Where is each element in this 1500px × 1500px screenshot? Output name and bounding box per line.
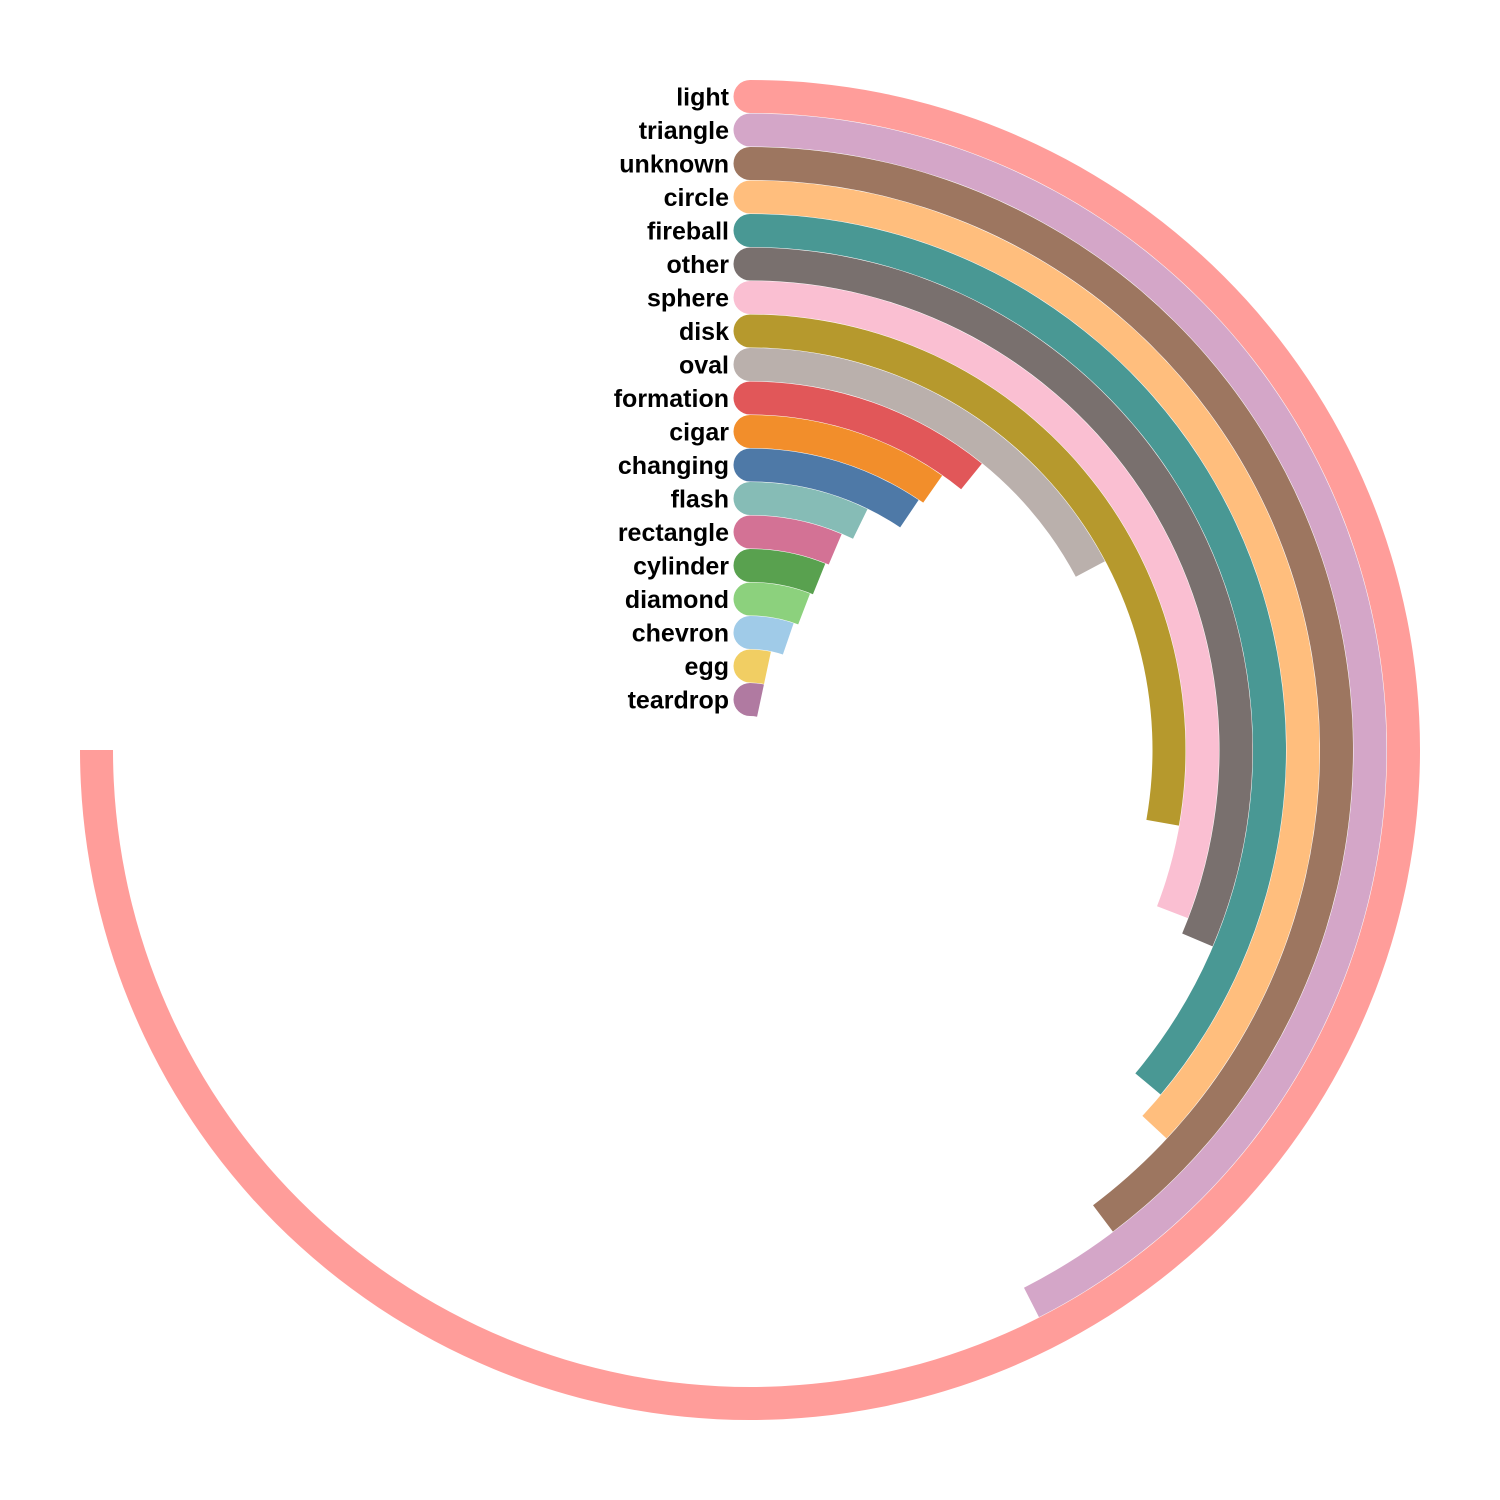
category-label-oval: oval <box>679 352 729 380</box>
category-label-cylinder: cylinder <box>633 553 729 581</box>
bar-changing <box>733 448 919 528</box>
bar-cylinder <box>733 549 826 595</box>
category-label-teardrop: teardrop <box>628 687 729 715</box>
bar-other <box>733 247 1253 947</box>
bar-flash <box>733 482 868 539</box>
bar-cigar <box>733 415 943 503</box>
category-label-egg: egg <box>685 653 729 681</box>
bar-diamond <box>733 582 811 625</box>
bar-rectangle <box>733 515 842 565</box>
category-label-flash: flash <box>671 486 729 514</box>
category-label-unknown: unknown <box>619 151 729 179</box>
category-label-fireball: fireball <box>647 218 729 246</box>
category-label-cigar: cigar <box>669 419 729 447</box>
category-label-sphere: sphere <box>647 285 729 313</box>
category-label-diamond: diamond <box>625 586 729 614</box>
bar-group <box>80 80 1420 1420</box>
bar-oval <box>733 348 1105 577</box>
category-label-chevron: chevron <box>632 620 729 648</box>
bar-chevron <box>733 616 794 655</box>
category-label-disk: disk <box>679 318 729 346</box>
bar-egg <box>733 649 771 684</box>
bar-fireball <box>733 214 1286 1095</box>
bar-sphere <box>733 281 1220 919</box>
category-label-rectangle: rectangle <box>618 519 729 547</box>
category-label-changing: changing <box>618 452 729 480</box>
category-label-circle: circle <box>664 184 729 212</box>
category-label-other: other <box>667 251 730 279</box>
category-label-formation: formation <box>614 385 729 413</box>
bar-formation <box>733 381 982 490</box>
category-label-triangle: triangle <box>639 117 729 145</box>
category-label-light: light <box>676 84 729 112</box>
bar-circle <box>733 180 1320 1139</box>
label-group: light triangle unknown circle fireball other s… <box>614 84 730 715</box>
bar-teardrop <box>733 683 764 717</box>
